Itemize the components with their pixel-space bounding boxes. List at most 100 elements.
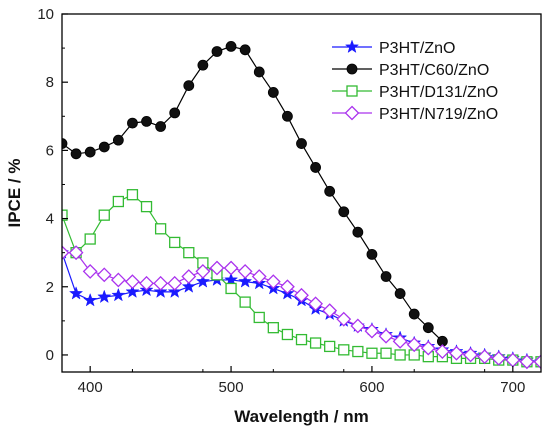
legend-label: P3HT/ZnO [379, 40, 455, 57]
data-point [279, 279, 295, 295]
data-point [239, 44, 251, 56]
data-point [127, 117, 138, 129]
legend-entry: P3HT/ZnO [332, 39, 455, 57]
x-tick-label: 400 [78, 379, 103, 396]
data-point [322, 303, 338, 319]
data-point [84, 233, 96, 245]
data-point [225, 282, 237, 295]
data-point [477, 349, 493, 365]
data-point [153, 284, 168, 298]
data-point [197, 59, 209, 71]
series-0 [62, 245, 541, 368]
legend-marker [344, 39, 360, 54]
x-tick-label: 500 [219, 379, 244, 396]
data-point [309, 337, 322, 349]
data-point [491, 350, 507, 366]
y-tick-label: 4 [46, 211, 54, 228]
data-point [324, 340, 336, 353]
legend-label: P3HT/D131/ZnO [379, 84, 498, 101]
data-point [83, 292, 98, 307]
data-point [294, 287, 309, 303]
data-point [253, 311, 265, 324]
data-point [112, 134, 124, 146]
data-point [97, 289, 112, 304]
legend-label: P3HT/N719/ZnO [379, 106, 498, 123]
data-point [68, 245, 84, 261]
data-point [352, 226, 364, 238]
data-point [183, 247, 195, 259]
data-point [153, 275, 169, 291]
series-3 [62, 245, 541, 370]
data-point [195, 263, 211, 279]
data-point [225, 40, 237, 52]
series-line [62, 252, 541, 363]
data-point [195, 274, 211, 288]
data-point [237, 263, 253, 279]
data-point [98, 141, 110, 153]
data-point [110, 272, 126, 288]
x-axis-title: Wavelength / nm [234, 407, 368, 426]
data-point [139, 275, 154, 291]
y-tick-label: 8 [46, 74, 54, 91]
data-point [338, 344, 350, 356]
data-point [394, 288, 406, 299]
legend-entry: P3HT/D131/ZnO [332, 84, 498, 101]
series-line [62, 45, 443, 342]
data-point [112, 195, 125, 208]
data-point [169, 236, 181, 249]
y-axis-title: IPCE / % [5, 159, 24, 228]
data-point [281, 328, 294, 341]
data-point [324, 185, 336, 197]
y-tick-label: 6 [46, 142, 54, 159]
legend-marker [346, 85, 358, 97]
data-point [211, 46, 223, 57]
series-1 [62, 40, 448, 347]
data-point [392, 333, 408, 349]
data-point [238, 274, 253, 288]
data-point [209, 260, 225, 276]
legend-marker [346, 63, 358, 75]
data-point [519, 354, 535, 370]
data-point [310, 162, 321, 173]
data-point [366, 248, 378, 260]
series-line [62, 252, 541, 363]
series-layer [62, 40, 541, 370]
data-point [183, 80, 195, 91]
data-point [141, 116, 152, 127]
data-point [82, 263, 98, 279]
legend-marker [344, 105, 360, 121]
data-point [295, 333, 308, 346]
data-point [394, 349, 406, 361]
data-point [155, 121, 167, 132]
data-point [98, 209, 110, 221]
legend-label: P3HT/C60/ZnO [379, 62, 489, 79]
data-point [125, 274, 140, 290]
data-point [336, 311, 352, 327]
data-point [62, 209, 68, 221]
data-point [267, 322, 279, 334]
data-point [111, 287, 126, 302]
data-point [463, 347, 478, 363]
data-point [352, 345, 364, 358]
data-point [253, 66, 265, 78]
data-point [380, 271, 392, 282]
data-point [422, 322, 434, 334]
data-point [62, 138, 68, 149]
data-point [434, 344, 450, 359]
x-tick-label: 600 [359, 379, 384, 396]
data-point [366, 347, 378, 359]
data-point [449, 345, 464, 361]
data-point [265, 274, 281, 290]
data-point [140, 200, 153, 213]
data-point [364, 323, 380, 339]
y-tick-label: 10 [37, 6, 54, 23]
x-tick-label: 700 [500, 379, 525, 396]
data-point [181, 269, 197, 284]
data-point [68, 286, 84, 300]
data-point [181, 279, 196, 293]
data-point [223, 260, 239, 276]
data-point [169, 107, 181, 119]
data-point [380, 347, 392, 359]
legend-entry: P3HT/C60/ZnO [332, 62, 489, 79]
